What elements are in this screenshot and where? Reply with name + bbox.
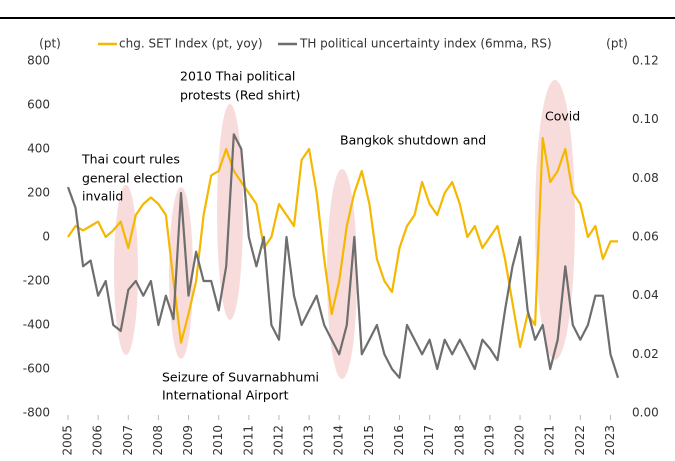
y2-tick-label: 0.00 [632, 406, 659, 420]
y2-tick-label: 0.04 [632, 288, 659, 302]
x-tick-label: 2013 [302, 425, 316, 456]
legend-label: chg. SET Index (pt, yoy) [119, 37, 263, 51]
x-tick-label: 2014 [332, 425, 346, 456]
x-tick-label: 2022 [573, 425, 587, 456]
y-tick-label: -600 [23, 362, 50, 376]
annotation: Bangkok shutdown and [340, 133, 486, 148]
x-tick-label: 2010 [211, 425, 225, 456]
x-tick-label: 2019 [482, 425, 496, 456]
y2-tick-label: 0.06 [632, 230, 659, 244]
y2-tick-label: 0.02 [632, 347, 659, 361]
y-tick-label: -800 [23, 406, 50, 420]
y-tick-label: -200 [23, 274, 50, 288]
x-tick-label: 2023 [603, 425, 617, 456]
annotation: protests (Red shirt) [180, 88, 300, 103]
right-axis-unit: (pt) [606, 37, 628, 51]
series-line [66, 133, 620, 379]
y2-tick-label: 0.10 [632, 112, 659, 126]
annotation: Seizure of Suvarnabhumi [162, 370, 319, 385]
y-tick-label: 400 [27, 142, 50, 156]
x-tick-label: 2015 [362, 425, 376, 456]
x-tick-label: 2007 [121, 425, 135, 456]
y2-tick-label: 0.08 [632, 171, 659, 185]
x-tick-label: 2006 [91, 425, 105, 456]
y-tick-label: -400 [23, 318, 50, 332]
annotation: general election [82, 171, 183, 186]
annotation: Covid [545, 109, 580, 124]
left-axis-unit: (pt) [39, 37, 61, 51]
y2-tick-label: 0.12 [632, 54, 659, 68]
annotation: 2010 Thai political [180, 69, 295, 84]
y-tick-label: 0 [42, 230, 50, 244]
legend-label: TH political uncertainty index (6mma, RS… [299, 37, 552, 51]
y-tick-label: 600 [27, 98, 50, 112]
x-tick-label: 2011 [241, 425, 255, 456]
annotation: Thai court rules [81, 152, 180, 167]
highlight [327, 169, 357, 379]
x-tick-label: 2018 [452, 425, 466, 456]
annotation: International Airport [162, 388, 289, 403]
x-tick-label: 2005 [61, 425, 75, 456]
x-tick-label: 2021 [543, 425, 557, 456]
y-tick-label: 200 [27, 186, 50, 200]
x-tick-label: 2020 [513, 425, 527, 456]
x-tick-label: 2016 [392, 425, 406, 456]
x-tick-label: 2009 [181, 425, 195, 456]
series-line [67, 136, 618, 349]
x-tick-label: 2017 [422, 425, 436, 456]
y-tick-label: 800 [27, 54, 50, 68]
annotation: invalid [82, 189, 123, 204]
x-tick-label: 2012 [271, 425, 285, 456]
x-tick-label: 2008 [151, 425, 165, 456]
